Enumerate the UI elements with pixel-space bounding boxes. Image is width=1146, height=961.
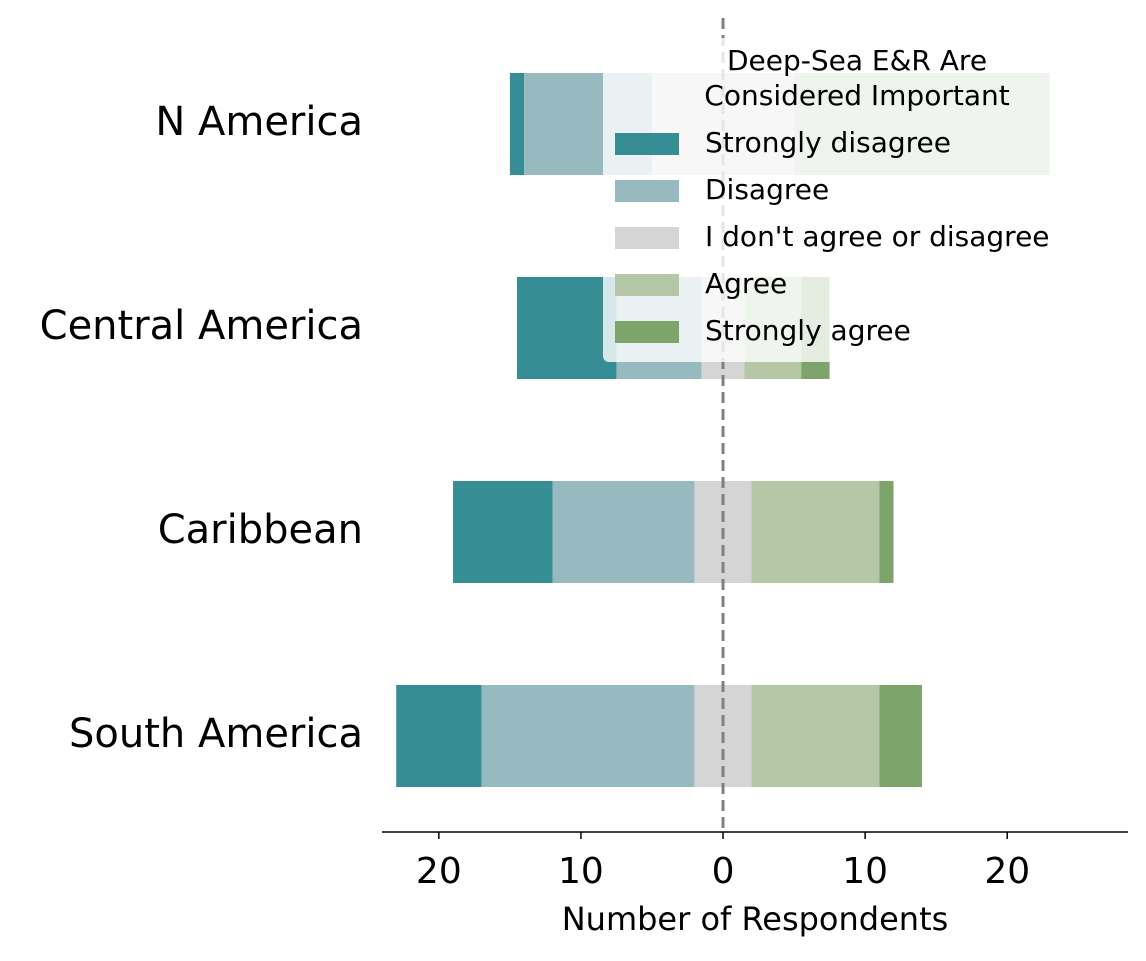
y-tick-label: N America [155,99,363,145]
bar-segment [751,685,880,787]
legend-title: Considered Important [704,79,1009,112]
legend-label: Strongly agree [705,314,911,347]
legend-box [603,38,1058,362]
x-tick-label: 20 [984,851,1030,892]
y-tick-label: South America [69,711,363,757]
legend-label: Strongly disagree [705,126,951,159]
bar-segment [453,481,553,583]
legend-label: Disagree [705,173,829,206]
legend-label: Agree [705,267,787,300]
x-tick-label: 10 [842,851,888,892]
y-tick-label: Caribbean [158,507,363,553]
bar-segment [481,685,695,787]
y-tick-label: Central America [40,303,363,349]
legend-swatch [615,321,679,343]
bar-segment [516,277,617,379]
bar-segment [509,73,525,175]
bar-segment [879,685,922,787]
legend-swatch [615,227,679,249]
bar-segment [552,481,695,583]
bar-segment [396,685,482,787]
legend-label: I don't agree or disagree [705,220,1050,253]
legend-title: Deep-Sea E&R Are [727,44,987,77]
legend-swatch [615,180,679,202]
bar-segment [879,481,894,583]
x-axis-label: Number of Respondents [562,900,949,938]
bar-segment [751,481,880,583]
legend-swatch [615,133,679,155]
legend-swatch [615,274,679,296]
x-tick-label: 20 [416,851,462,892]
x-tick-label: 10 [558,851,604,892]
x-tick-label: 0 [712,851,735,892]
